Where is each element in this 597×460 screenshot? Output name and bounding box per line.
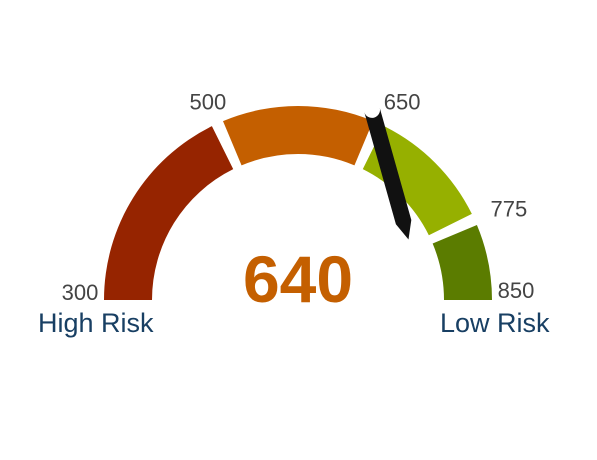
gauge-segment-775-850	[432, 224, 492, 300]
score-value: 640	[243, 242, 353, 316]
gauge-tick-labels: 300 500 650 775 850	[62, 90, 535, 305]
tick-label-775: 775	[490, 196, 527, 221]
tick-label-850: 850	[498, 278, 535, 303]
tick-label-650: 650	[384, 90, 421, 115]
high-risk-label: High Risk	[38, 308, 154, 338]
low-risk-label: Low Risk	[440, 308, 550, 338]
pointer-needle	[364, 107, 412, 240]
tick-label-300: 300	[62, 280, 99, 305]
gauge-segment-300-500	[104, 126, 234, 301]
tick-label-500: 500	[190, 90, 227, 115]
pen-pointer-icon	[364, 107, 412, 240]
gauge-segment-500-650	[222, 105, 374, 166]
